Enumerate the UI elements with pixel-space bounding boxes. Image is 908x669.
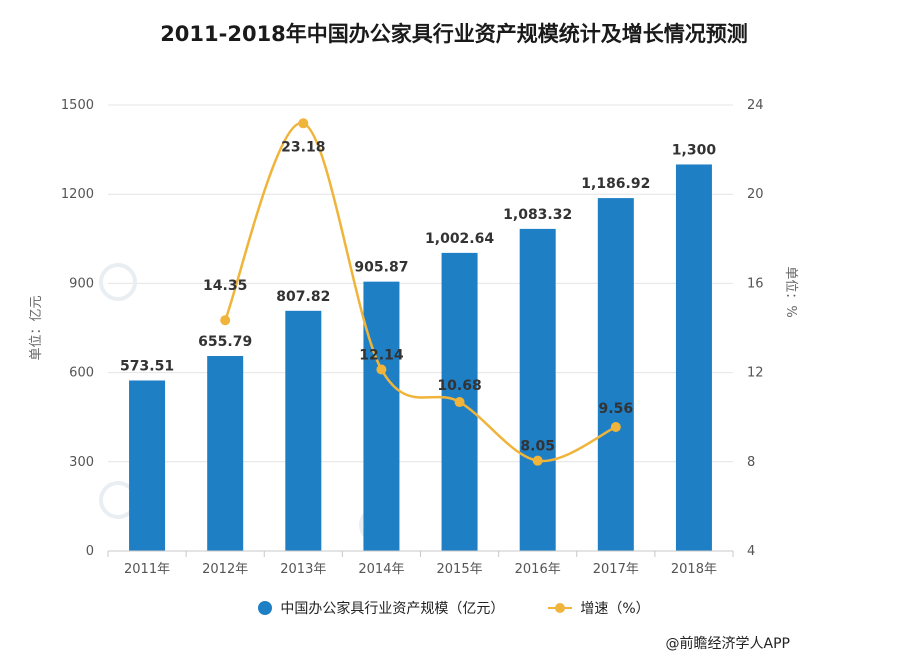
legend-swatch-line — [548, 601, 573, 615]
legend-item-assets[interactable]: 中国办公家具行业资产规模（亿元） — [258, 598, 504, 618]
line-data-label: 9.56 — [599, 401, 634, 417]
source-credit: @前瞻经济学人APP — [665, 636, 790, 652]
bar-data-label: 905.87 — [354, 260, 408, 276]
bar — [363, 281, 400, 551]
legend: 中国办公家具行业资产规模（亿元） 增速（%） — [0, 598, 908, 618]
y-right-axis-title: 单位：% — [783, 266, 798, 317]
growth-point — [454, 397, 465, 408]
y-right-tick-label: 16 — [747, 276, 764, 291]
y-left-tick-label: 300 — [69, 455, 94, 470]
watermark-mark — [99, 263, 137, 301]
bar-data-label: 1,002.64 — [425, 231, 494, 247]
y-left-axis-title: 单位：亿元 — [29, 295, 44, 360]
bar — [519, 228, 556, 551]
bar — [207, 356, 244, 551]
bar-data-label: 1,186.92 — [581, 176, 650, 192]
bar-series — [129, 164, 712, 552]
x-tick-label: 2014年 — [358, 562, 404, 577]
data-labels: 573.51 655.79 807.82 905.87 1,002.64 1,083.32… — [120, 139, 716, 454]
gridlines — [108, 104, 733, 552]
x-tick-label: 2016年 — [515, 562, 561, 577]
bar-data-label: 1,300 — [672, 142, 717, 158]
legend-swatch-bar — [258, 601, 273, 615]
y-left-tick-label: 1500 — [61, 98, 94, 113]
x-tick-label: 2013年 — [280, 562, 326, 577]
growth-point — [532, 455, 543, 466]
growth-point — [220, 315, 231, 326]
legend-label-assets: 中国办公家具行业资产规模（亿元） — [280, 601, 505, 617]
bar — [597, 198, 634, 552]
line-series — [220, 118, 621, 466]
line-data-label: 12.14 — [359, 347, 404, 363]
y-right-tick-label: 8 — [747, 455, 755, 470]
y-right-tick-label: 20 — [747, 187, 764, 202]
axes: 0 300 600 900 1200 1500 4 8 12 16 20 24 2011年 2012年 20… — [29, 98, 798, 577]
bar — [285, 310, 322, 551]
chart-title: 2011-2018年中国办公家具行业资产规模统计及增长情况预测 — [160, 22, 748, 46]
bar-data-label: 1,083.32 — [503, 207, 572, 223]
y-right-tick-label: 12 — [747, 366, 764, 381]
y-left-tick-label: 600 — [69, 366, 94, 381]
y-right-tick-label: 24 — [747, 98, 764, 113]
line-data-label: 8.05 — [520, 439, 555, 455]
bar-data-label: 807.82 — [276, 289, 330, 305]
line-data-label: 14.35 — [203, 278, 247, 294]
x-tick-label: 2012年 — [202, 562, 248, 577]
y-right-tick-label: 4 — [747, 544, 755, 559]
bar — [675, 164, 712, 551]
legend-label-growth: 增速（%） — [580, 601, 650, 617]
growth-point — [610, 422, 621, 433]
growth-point — [376, 364, 387, 375]
y-left-tick-label: 0 — [86, 544, 94, 559]
x-tick-label: 2015年 — [437, 562, 483, 577]
x-tick-label: 2011年 — [124, 562, 170, 577]
y-left-tick-label: 1200 — [61, 187, 94, 202]
x-tick-label: 2017年 — [593, 562, 639, 577]
bar-data-label: 655.79 — [198, 334, 252, 350]
legend-item-growth[interactable]: 增速（%） — [548, 598, 650, 618]
y-left-tick-label: 900 — [69, 276, 94, 291]
growth-point — [298, 118, 309, 129]
x-tick-label: 2018年 — [671, 562, 717, 577]
line-data-label: 10.68 — [437, 378, 481, 394]
bar-data-label: 573.51 — [120, 358, 174, 374]
bar — [129, 380, 166, 551]
line-data-label: 23.18 — [281, 139, 325, 155]
